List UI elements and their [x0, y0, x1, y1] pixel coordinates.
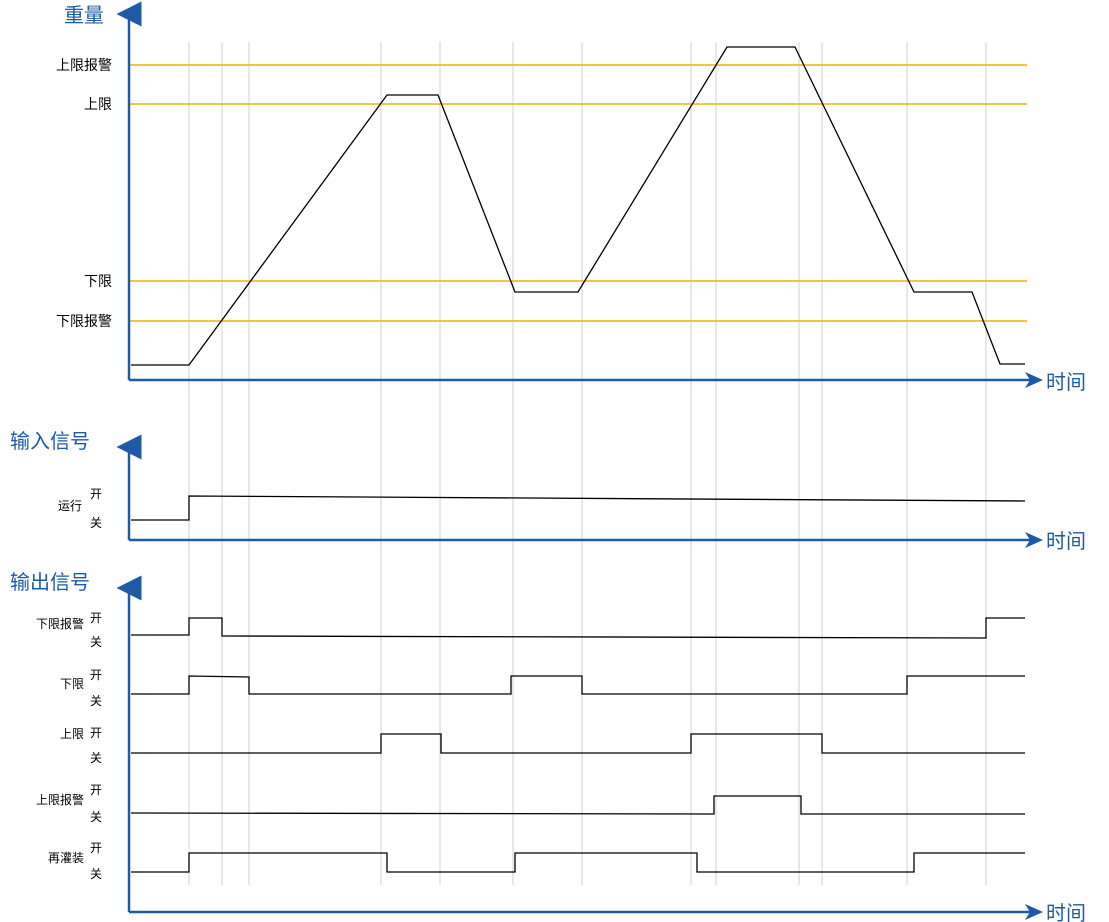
signal-name-run: 运行 [58, 499, 82, 513]
signal-trace-run [131, 495, 1026, 521]
signal-trace-lower-alarm [131, 617, 1025, 639]
output-x-arrow-icon [1025, 904, 1043, 920]
signal-off-label: 关 [90, 694, 102, 708]
signal-trace-refill [131, 852, 1025, 873]
output-chart: 输出信号 时间 下限报警 开 关 下限 开 关 上限 开 关 上限报警 开 关 … [10, 570, 1086, 922]
signal-off-label: 关 [90, 751, 102, 765]
weight-chart: 上限报警 上限 下限 下限报警 重量 时间 [56, 1, 1086, 394]
signal-on-label: 开 [90, 726, 102, 740]
signal-off-label: 关 [90, 810, 102, 824]
signal-name-refill: 再灌装 [48, 851, 84, 865]
signal-on-label: 开 [90, 668, 102, 682]
weight-y-label: 重量 [64, 3, 104, 27]
output-chart-title: 输出信号 [10, 570, 90, 594]
input-x-label: 时间 [1046, 529, 1086, 553]
signal-on-label: 开 [90, 783, 102, 797]
signal-name-lower-alarm: 下限报警 [36, 616, 84, 631]
signal-off-label: 关 [90, 635, 102, 649]
signal-on-label: 开 [90, 611, 102, 625]
input-chart-title: 输入信号 [10, 429, 90, 453]
level-label-upper-alarm: 上限报警 [56, 58, 112, 74]
signal-on-label: 开 [90, 487, 102, 501]
input-x-arrow-icon [1025, 532, 1043, 548]
signal-name-upper: 上限 [60, 727, 84, 741]
level-label-upper: 上限 [84, 97, 112, 113]
vertical-guide-lines [188, 42, 987, 885]
signal-name-lower: 下限 [60, 677, 84, 691]
output-x-label: 时间 [1046, 901, 1086, 922]
signal-trace-upper-alarm [130, 795, 1025, 815]
weight-x-label: 时间 [1046, 370, 1086, 394]
signal-off-label: 关 [90, 516, 102, 530]
level-label-lower: 下限 [84, 274, 112, 290]
signal-on-label: 开 [90, 841, 102, 855]
signal-trace-lower [131, 675, 1025, 695]
weight-x-arrow-icon [1025, 372, 1043, 388]
input-chart: 输入信号 时间 运行 开 关 [10, 429, 1086, 553]
signal-name-upper-alarm: 上限报警 [36, 792, 84, 807]
weight-trace [131, 46, 1025, 366]
signal-off-label: 关 [90, 867, 102, 881]
signal-trace-upper [131, 733, 1025, 754]
level-label-lower-alarm: 下限报警 [56, 314, 112, 330]
